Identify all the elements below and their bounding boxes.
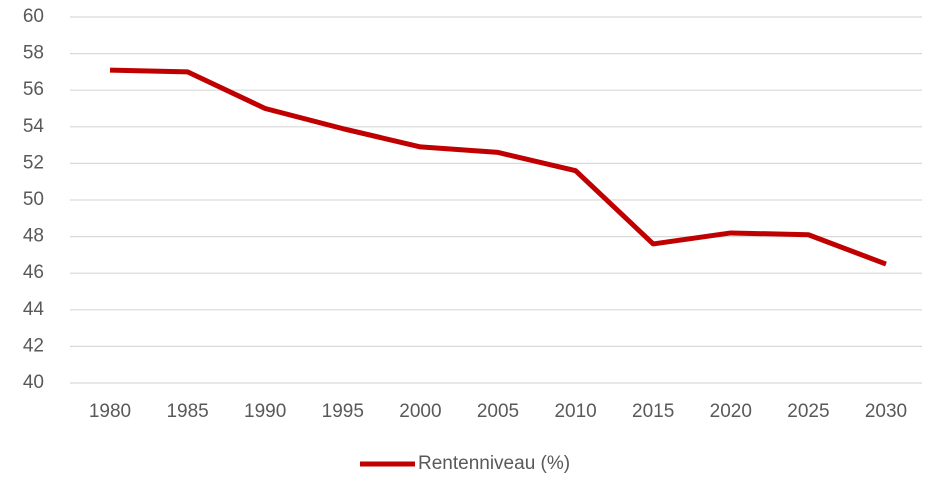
y-tick-label: 42 <box>23 335 44 356</box>
x-tick-label: 1990 <box>244 401 286 422</box>
x-tick-label: 1985 <box>166 401 208 422</box>
y-tick-label: 46 <box>23 262 44 283</box>
x-tick-label: 2000 <box>399 401 441 422</box>
y-tick-label: 48 <box>23 226 44 247</box>
y-tick-label: 54 <box>23 116 45 137</box>
legend-label: Rentenniveau (%) <box>418 453 570 474</box>
y-tick-label: 56 <box>23 79 44 100</box>
x-tick-label: 1980 <box>89 401 131 422</box>
y-tick-label: 50 <box>23 189 44 210</box>
line-series <box>109 67 887 267</box>
y-tick-label: 52 <box>23 152 44 173</box>
y-tick-label: 44 <box>23 299 45 320</box>
x-tick-label: 2025 <box>787 401 829 422</box>
y-tick-label: 60 <box>23 6 44 27</box>
y-tick-label: 40 <box>23 372 44 393</box>
x-tick-label: 1995 <box>322 401 364 422</box>
y-tick-label: 58 <box>23 43 44 64</box>
x-tick-label: 2030 <box>865 401 907 422</box>
x-tick-label: 2010 <box>554 401 596 422</box>
x-tick-label: 2005 <box>477 401 519 422</box>
x-tick-label: 2015 <box>632 401 674 422</box>
x-tick-label: 2020 <box>710 401 752 422</box>
